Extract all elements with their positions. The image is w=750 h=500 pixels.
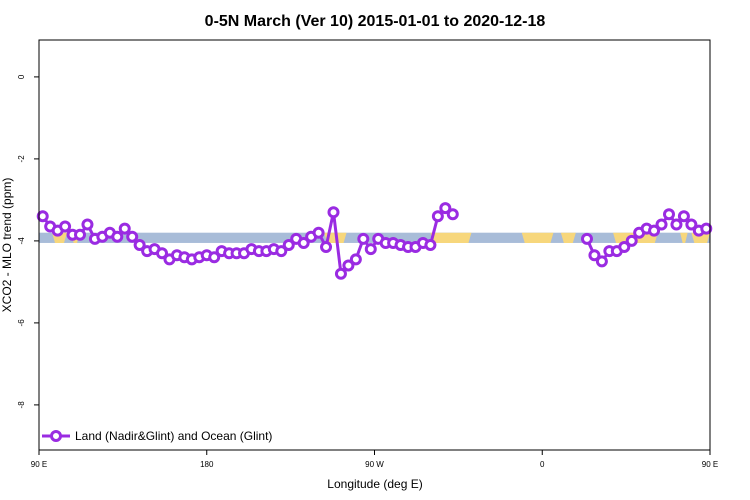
data-point xyxy=(424,239,437,251)
legend-marker xyxy=(50,430,62,442)
y-tick-label: -4 xyxy=(17,237,26,245)
data-point xyxy=(662,208,675,221)
data-point xyxy=(282,239,295,251)
y-tick-label: -6 xyxy=(17,319,26,327)
data-point xyxy=(111,230,124,243)
data-point xyxy=(208,251,221,264)
x-tick-label: 90 E xyxy=(702,460,718,469)
data-point xyxy=(312,226,325,239)
data-point xyxy=(59,220,72,233)
legend: Land (Nadir&Glint) and Ocean (Glint) xyxy=(42,429,272,443)
data-point xyxy=(327,206,340,219)
land-band-segment xyxy=(560,232,576,243)
data-point xyxy=(446,208,459,221)
data-point xyxy=(580,232,593,245)
data-point xyxy=(595,255,608,268)
y-tick-label: -8 xyxy=(17,401,26,409)
data-point xyxy=(126,230,139,243)
data-point xyxy=(677,210,690,223)
chart-title: 0-5N March (Ver 10) 2015-01-01 to 2020-1… xyxy=(205,13,546,30)
land-band-segment xyxy=(680,232,688,243)
data-point xyxy=(439,202,452,215)
y-axis: 0 -2 -4 -6 -8 xyxy=(17,74,39,408)
x-tick-label: 0 xyxy=(540,460,545,469)
x-axis-label: Longitude (deg E) xyxy=(327,477,422,491)
data-point xyxy=(133,239,146,251)
data-point xyxy=(349,253,362,266)
data-point xyxy=(618,241,631,254)
data-point xyxy=(118,222,131,235)
data-point xyxy=(275,245,288,258)
legend-label: Land (Nadir&Glint) and Ocean (Glint) xyxy=(75,429,272,443)
x-tick-label: 180 xyxy=(200,460,214,469)
data-point xyxy=(700,222,713,235)
data-point xyxy=(342,259,355,272)
land-band-segment xyxy=(521,232,554,243)
data-point xyxy=(364,243,377,256)
data-point xyxy=(357,232,370,245)
y-axis-label: XCO2 - MLO trend (ppm) xyxy=(0,178,14,313)
y-tick-label: -2 xyxy=(17,155,26,163)
data-point xyxy=(588,249,601,262)
x-tick-label: 90 W xyxy=(365,460,384,469)
data-point xyxy=(648,224,661,237)
series-layer xyxy=(36,202,713,280)
data-point xyxy=(685,218,698,231)
data-point xyxy=(297,236,310,249)
data-point xyxy=(320,241,333,254)
data-point xyxy=(431,210,444,223)
data-point xyxy=(36,210,49,223)
x-axis: 90 E 180 90 W 0 90 E xyxy=(31,450,718,469)
data-point xyxy=(156,247,169,260)
data-point xyxy=(655,218,668,231)
land-band-segment xyxy=(430,232,472,243)
y-tick-label: 0 xyxy=(17,74,26,79)
data-point xyxy=(625,234,638,247)
data-point xyxy=(81,218,94,231)
data-point xyxy=(334,267,347,280)
data-point xyxy=(74,228,87,241)
x-tick-label: 90 E xyxy=(31,460,47,469)
data-point xyxy=(670,218,683,231)
